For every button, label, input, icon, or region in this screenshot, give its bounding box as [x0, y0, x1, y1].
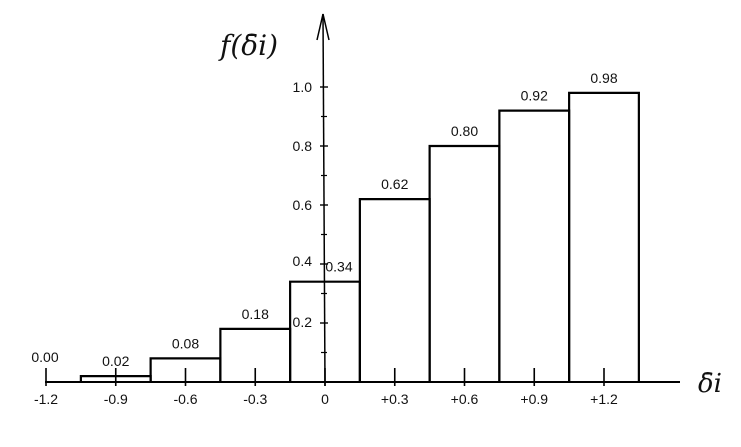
y-axis-arrow — [316, 13, 330, 41]
y-tick-label-1: 0.4 — [293, 253, 313, 269]
bar-value-label-7: 0.98 — [590, 70, 617, 86]
y-tick-label-2: 0.6 — [293, 197, 313, 213]
y-tick-label-3: 0.8 — [293, 138, 313, 154]
labels-group: 0.020.080.180.340.620.800.920.980.000.20… — [31, 29, 722, 407]
x-tick-label-8: +1.2 — [590, 391, 618, 407]
bars-group — [79, 91, 640, 382]
y-tick-label-0: 0.2 — [293, 314, 313, 330]
bar-5 — [428, 144, 501, 382]
x-tick-label-2: -0.6 — [173, 391, 197, 407]
x-tick-label-6: +0.6 — [451, 391, 479, 407]
bar-4 — [358, 198, 431, 382]
bar-value-label-4: 0.62 — [381, 176, 408, 192]
y-axis-label: f(δ̄i) — [218, 29, 278, 62]
ticks-group — [45, 86, 605, 386]
y-axis-line — [322, 13, 326, 387]
left-value-label: 0.00 — [31, 349, 58, 365]
x-tick-label-0: -1.2 — [34, 391, 58, 407]
bar-value-label-0: 0.02 — [102, 353, 129, 369]
x-tick-label-3: -0.3 — [243, 391, 267, 407]
x-tick-label-4: 0 — [321, 391, 329, 407]
bar-value-label-3: 0.34 — [325, 259, 352, 275]
x-tick-label-5: +0.3 — [381, 391, 409, 407]
bar-value-label-5: 0.80 — [451, 123, 478, 139]
bar-value-label-1: 0.08 — [172, 335, 199, 351]
x-tick-label-7: +0.9 — [520, 391, 548, 407]
x-tick-label-1: -0.9 — [104, 391, 128, 407]
x-axis-label: δ̄i — [698, 369, 722, 399]
bar-7 — [568, 91, 640, 382]
bar-value-label-2: 0.18 — [242, 306, 269, 322]
y-tick-label-4: 1.0 — [293, 79, 313, 95]
axes-group — [45, 13, 680, 387]
bar-value-label-6: 0.92 — [521, 88, 548, 104]
bar-6 — [498, 109, 571, 382]
